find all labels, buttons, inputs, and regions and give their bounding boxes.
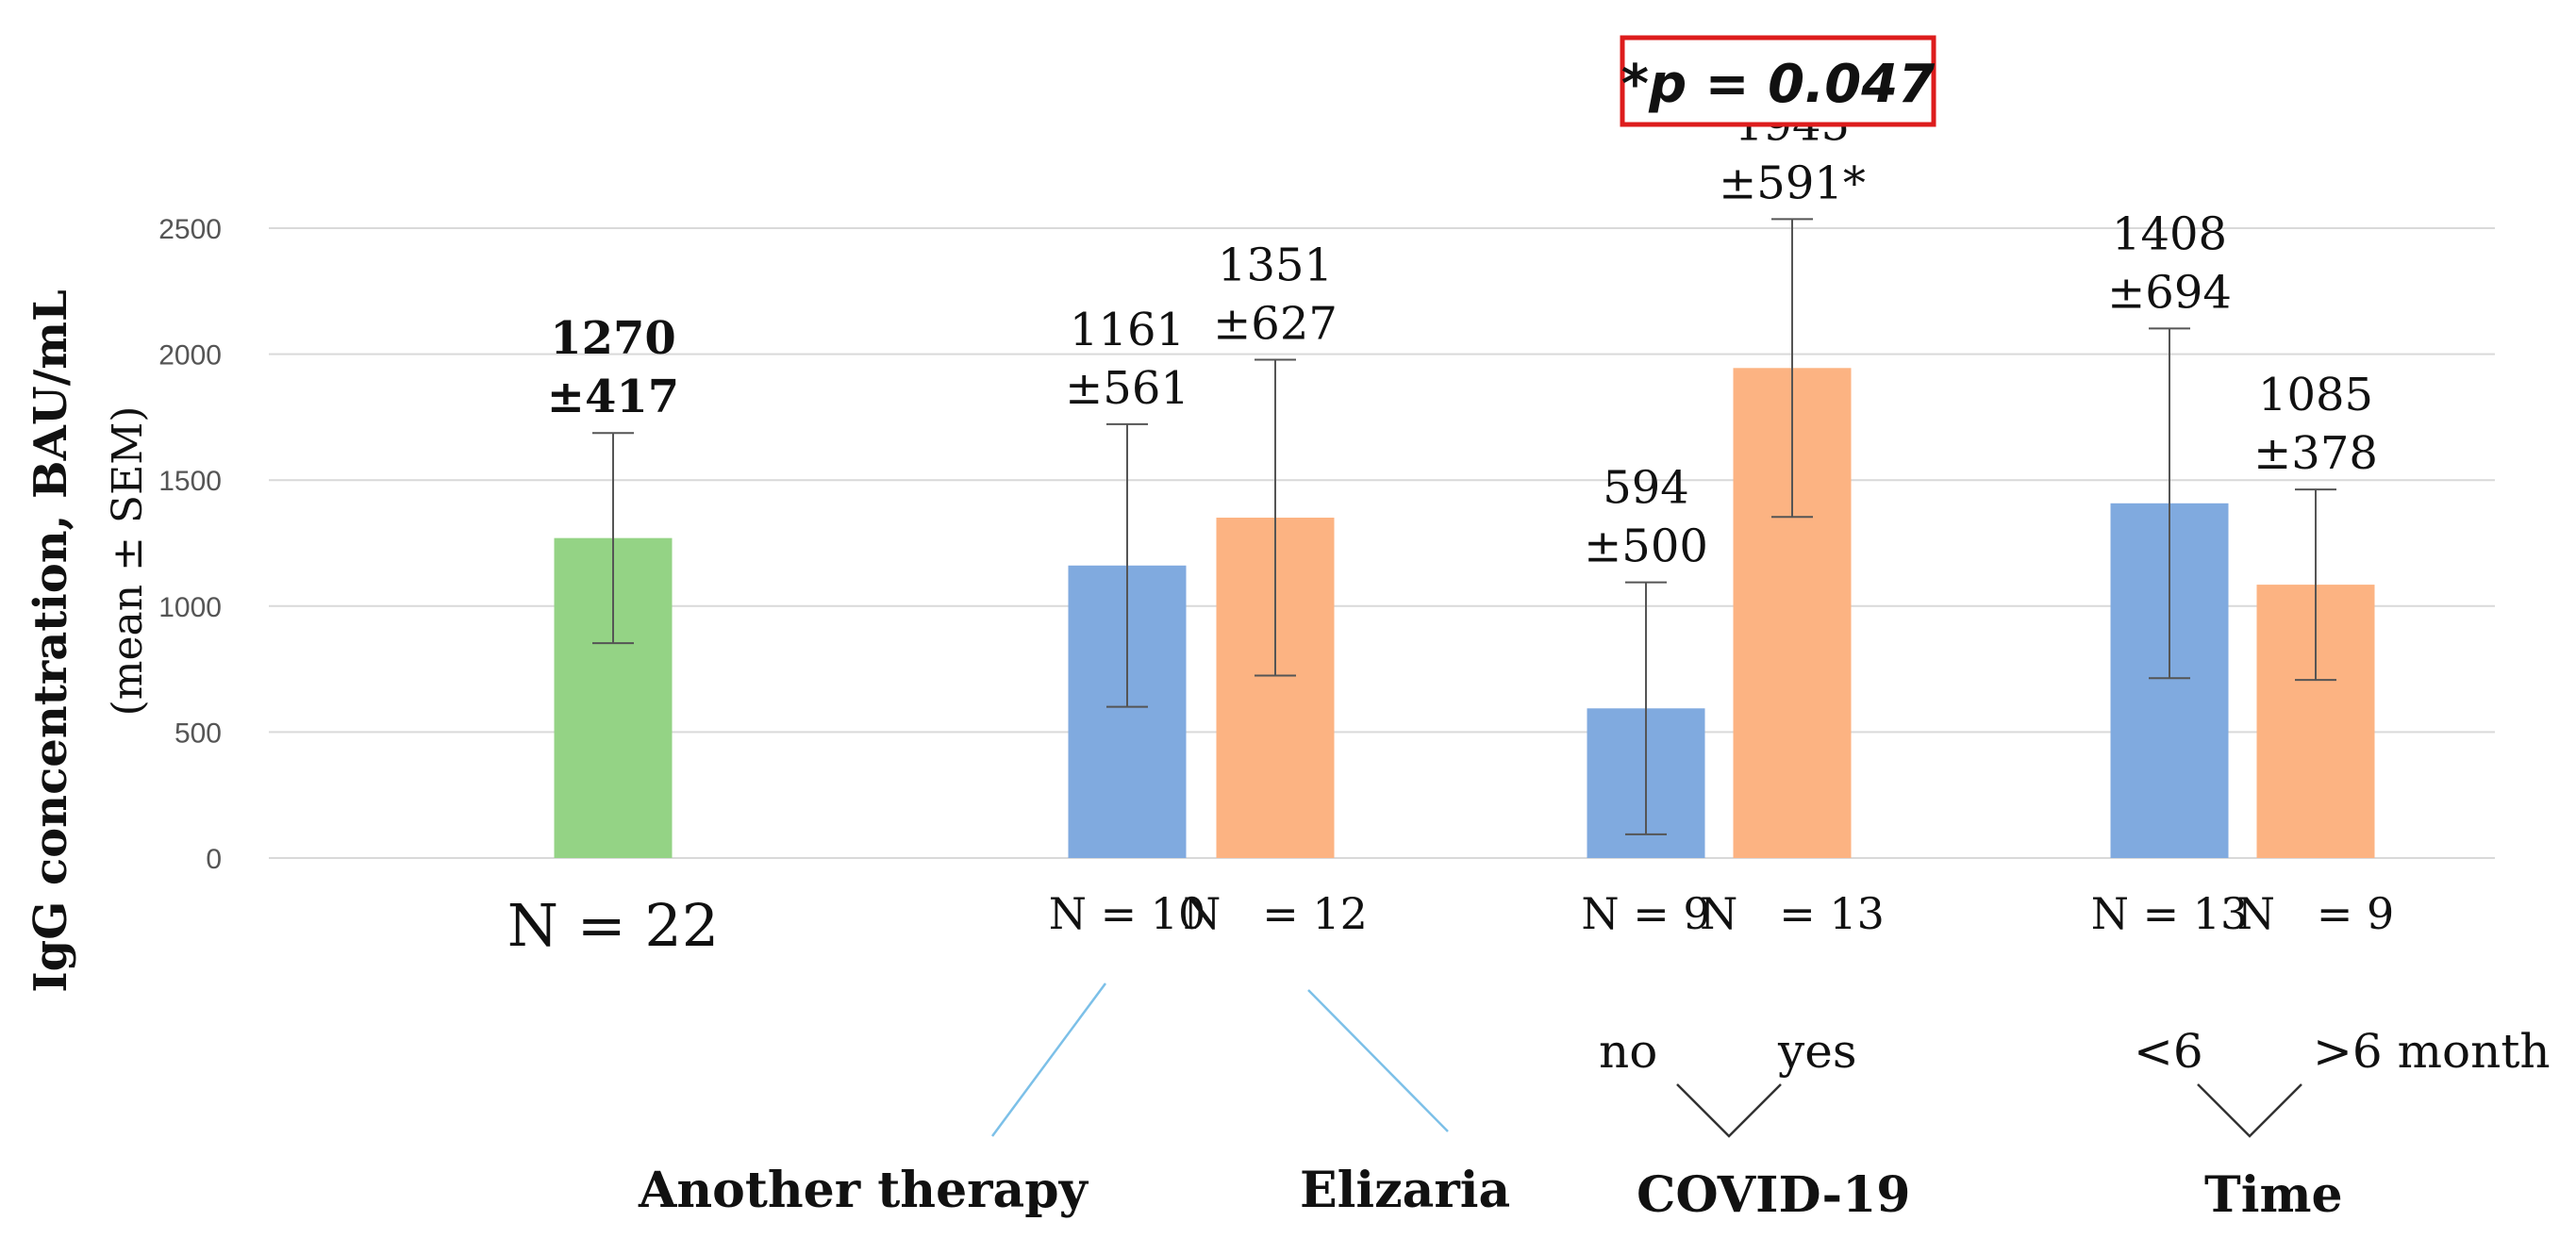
y-tick-label-2500: 2500 [158, 214, 222, 245]
y-tick-label-1000: 1000 [158, 592, 222, 623]
sem-label-another: ±561 [1065, 362, 1189, 415]
n-labels: N = 22 N = 10N = 12 N = 9N = 13 N = 13N = 9 [507, 888, 2395, 960]
y-axis-ticks: 0 500 1000 1500 2000 2500 [158, 214, 222, 875]
connector-another-therapy [990, 982, 1107, 1137]
n-label-time-gt6: N = 9 [2237, 888, 2395, 939]
significance-label: *p = 0.047 [1621, 54, 1935, 115]
bracket-time [2197, 1083, 2302, 1138]
group-label-elizaria: Elizaria [1300, 1162, 1510, 1219]
value-label-time-gt6: 1085 [2258, 369, 2373, 421]
y-tick-label-2000: 2000 [158, 340, 222, 371]
covid-no-label: no [1599, 1024, 1657, 1079]
group-label-time: Time [2204, 1166, 2343, 1224]
n-label-covid-yes: N = 13 [1700, 888, 1885, 939]
n-label-time-lt6: N = 13 [2091, 888, 2249, 939]
significance-box [1620, 35, 1936, 127]
value-label-elizaria: 1351 [1218, 239, 1333, 291]
y-tick-label-1500: 1500 [158, 466, 222, 497]
sem-label-all: ±417 [547, 371, 679, 423]
value-label-another: 1161 [1070, 304, 1185, 356]
value-label-covid-no: 594 [1603, 462, 1689, 515]
y-tick-label-0: 0 [206, 844, 222, 875]
connector-elizaria [1307, 989, 1449, 1132]
n-label-another: N = 10 [1049, 888, 1206, 939]
y-axis-title: IgG concentration, BAU/mL [25, 289, 77, 993]
bracket-covid [1676, 1083, 1782, 1138]
sem-label-elizaria: ±627 [1213, 297, 1338, 350]
y-tick-label-500: 500 [175, 718, 222, 749]
value-label-all: 1270 [550, 312, 676, 365]
y-axis-subtitle: (mean ± SEM) [104, 406, 152, 717]
sem-label-covid-no: ±500 [1584, 520, 1708, 573]
n-label-all: N = 22 [507, 891, 720, 960]
bars [554, 368, 2375, 858]
time-lt6-label: <6 [2134, 1024, 2203, 1079]
covid-yes-label: yes [1777, 1024, 1857, 1079]
sem-label-time-gt6: ±378 [2253, 427, 2378, 480]
value-labels: 1270±4171161±5611351±627594±5001945±591*… [547, 98, 2378, 572]
group-label-covid: COVID-19 [1637, 1166, 1910, 1224]
value-label-time-lt6: 1408 [2112, 207, 2227, 260]
group-label-another-therapy: Another therapy [638, 1162, 1089, 1219]
n-label-elizaria: N = 12 [1183, 888, 1368, 939]
sem-label-time-lt6: ±694 [2107, 266, 2232, 319]
sem-label-covid-yes: ±591* [1719, 157, 1866, 209]
time-gt6-label: >6 month [2313, 1024, 2551, 1079]
n-label-covid-no: N = 9 [1581, 888, 1710, 939]
error-bars [592, 218, 2336, 835]
